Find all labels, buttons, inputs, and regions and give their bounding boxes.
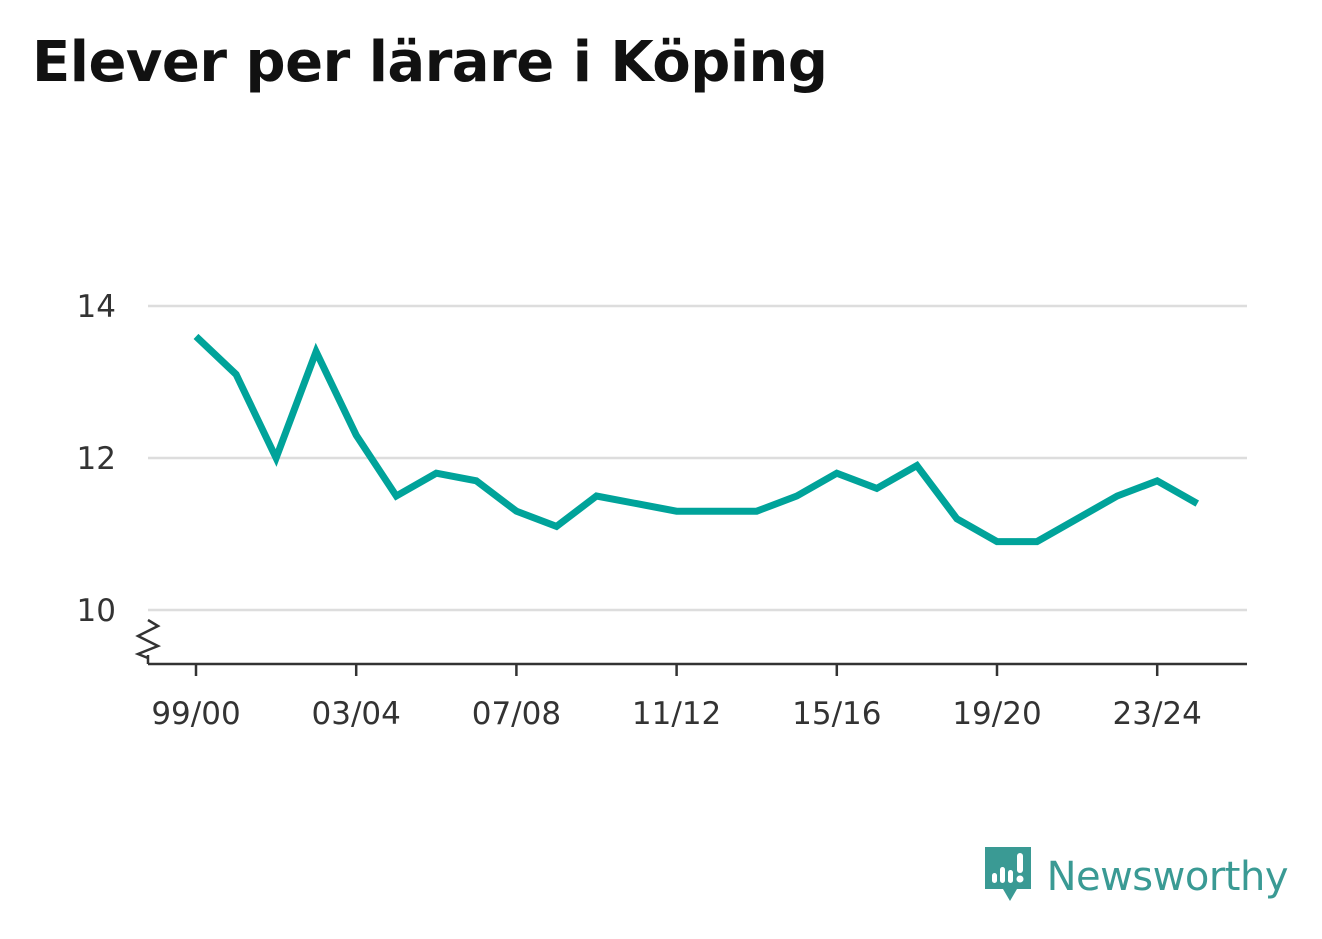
series-layer — [193, 333, 1200, 546]
y-tick-label: 12 — [77, 441, 116, 477]
data-point-99-00 — [193, 333, 199, 339]
chart-title: Elever per lärare i Köping — [32, 30, 828, 95]
x-tick-label: 11/12 — [632, 696, 721, 732]
x-tick-label: 07/08 — [472, 696, 561, 732]
data-point-23-24 — [1154, 478, 1160, 484]
x-tick-label: 23/24 — [1113, 696, 1202, 732]
y-tick-label: 14 — [77, 289, 116, 325]
data-point-19-20 — [994, 539, 1000, 545]
data-point-12-13 — [714, 508, 720, 514]
data-point-21-22 — [1074, 516, 1080, 522]
data-point-09-10 — [594, 493, 600, 499]
data-point-20-21 — [1034, 539, 1040, 545]
data-point-17-18 — [914, 463, 920, 469]
data-point-10-11 — [634, 501, 640, 507]
x-tick-label: 03/04 — [312, 696, 401, 732]
x-axis — [134, 618, 1247, 666]
data-point-00-01 — [233, 371, 239, 377]
data-point-14-15 — [794, 493, 800, 499]
data-point-02-03 — [313, 349, 319, 355]
x-tick-label: 19/20 — [952, 696, 1041, 732]
data-point-08-09 — [553, 523, 559, 529]
data-point-15-16 — [834, 470, 840, 476]
y-tick-label: 10 — [77, 593, 116, 629]
gridlines — [148, 304, 1247, 612]
data-point-01-02 — [273, 455, 279, 461]
axis-break-mark — [134, 618, 162, 660]
data-point-07-08 — [513, 508, 519, 514]
data-point-11-12 — [674, 508, 680, 514]
brand-name: Newsworthy — [1046, 854, 1289, 900]
data-point-04-05 — [393, 493, 399, 499]
data-point-22-23 — [1114, 493, 1120, 499]
data-point-05-06 — [433, 470, 439, 476]
data-point-13-14 — [754, 508, 760, 514]
newsworthy-logo-icon — [983, 845, 1033, 909]
data-point-06-07 — [473, 478, 479, 484]
brand: Newsworthy — [983, 845, 1289, 909]
data-point-24-25 — [1194, 501, 1200, 507]
data-point-18-19 — [954, 516, 960, 522]
x-tick-label: 99/00 — [151, 696, 240, 732]
y-axis-ticks: 10 12 14 — [77, 289, 116, 629]
series-line — [193, 333, 1200, 546]
data-point-16-17 — [874, 485, 880, 491]
x-axis-ticks: 99/00 03/04 07/08 11/12 15/16 19/20 23/24 — [151, 664, 1202, 732]
x-tick-label: 15/16 — [792, 696, 881, 732]
data-point-03-04 — [353, 432, 359, 438]
